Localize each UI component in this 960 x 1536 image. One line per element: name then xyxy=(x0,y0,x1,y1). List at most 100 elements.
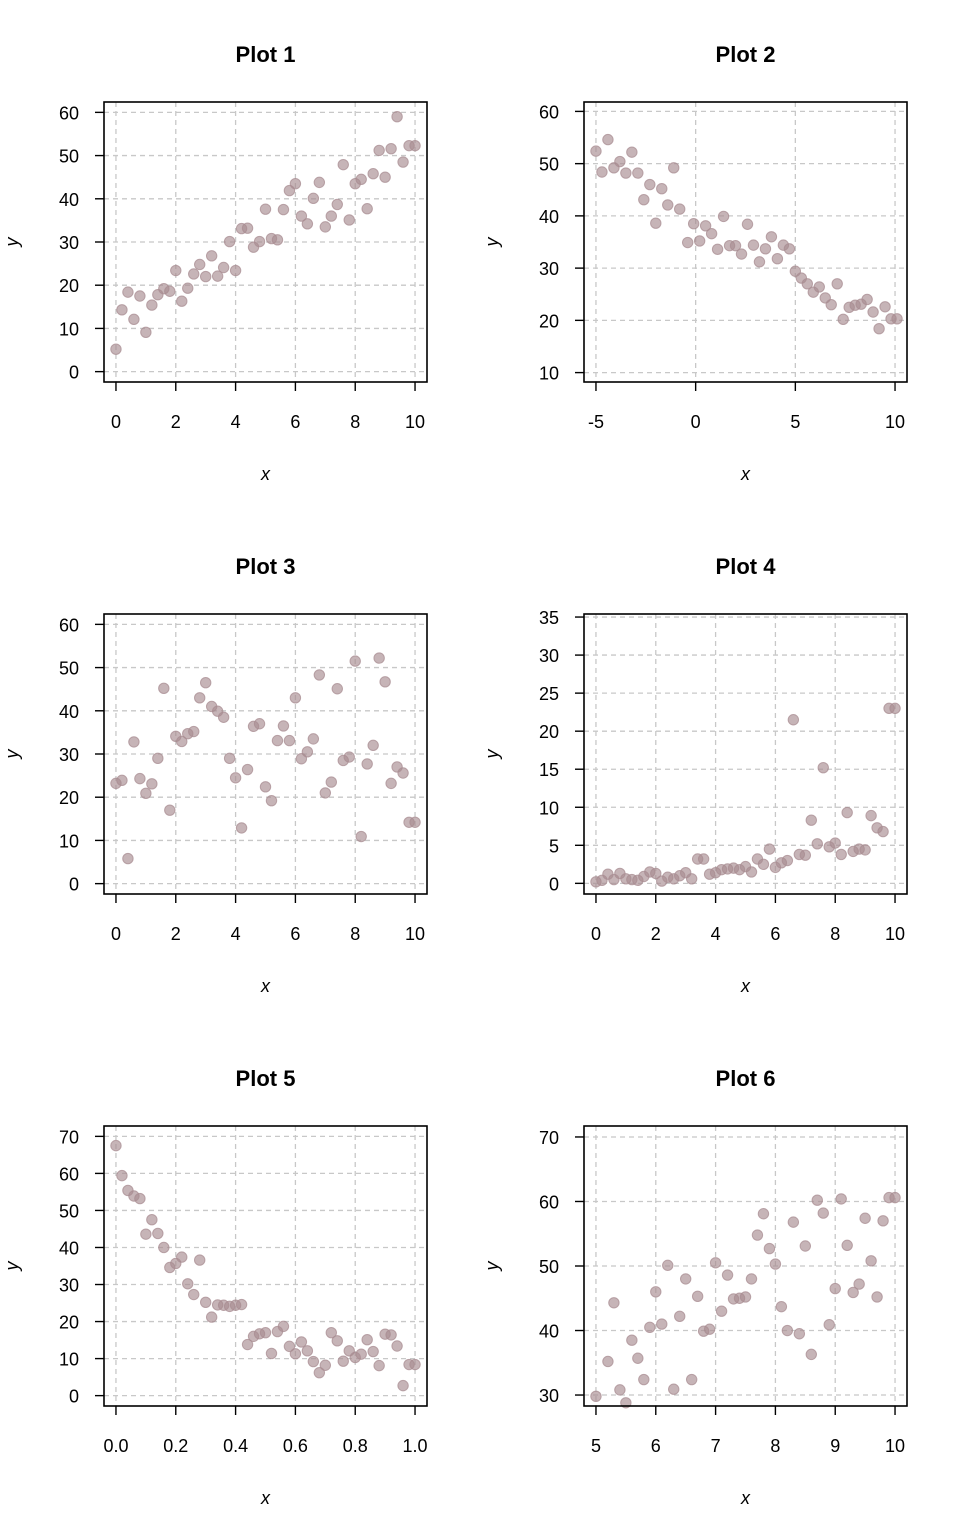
plot-frame xyxy=(583,613,908,895)
data-point xyxy=(632,167,644,179)
data-point xyxy=(188,268,200,280)
data-point xyxy=(277,203,290,216)
data-point xyxy=(799,1240,812,1252)
data-point xyxy=(379,171,391,183)
y-tick-label: 10 xyxy=(539,798,559,818)
data-point xyxy=(602,1355,614,1368)
data-point xyxy=(685,1373,698,1386)
data-point xyxy=(865,809,877,822)
data-point xyxy=(853,1278,865,1290)
data-point xyxy=(781,1324,794,1337)
data-point xyxy=(397,156,409,168)
data-point xyxy=(757,858,770,871)
x-tick-label: 4 xyxy=(231,924,241,944)
data-point xyxy=(783,243,796,255)
plot-title: Plot 4 xyxy=(716,554,777,579)
data-point xyxy=(391,1340,403,1352)
data-point xyxy=(259,1326,272,1339)
y-tick-label: 10 xyxy=(59,1350,79,1370)
x-tick-label: 6 xyxy=(651,1436,661,1456)
data-point xyxy=(122,286,134,298)
y-tick-label: 60 xyxy=(59,1164,79,1184)
y-tick-label: 60 xyxy=(539,1192,559,1212)
data-point xyxy=(211,270,224,282)
plot-3: Plot 3 0 2 4 6 8 10 0 10 20 30 40 50 60 x y xyxy=(2,554,428,996)
data-point xyxy=(644,1321,656,1333)
data-point xyxy=(140,326,152,339)
data-point xyxy=(835,1193,847,1205)
x-tick-label: 5 xyxy=(790,412,800,432)
y-tick-label: 30 xyxy=(59,233,79,253)
x-tick-label: -5 xyxy=(588,412,604,432)
data-point xyxy=(871,1291,883,1303)
data-point xyxy=(134,1192,146,1205)
data-point xyxy=(745,1273,758,1285)
data-point xyxy=(253,718,266,730)
y-tick-label: 0 xyxy=(69,363,79,383)
data-point xyxy=(656,183,668,195)
data-point xyxy=(128,313,140,326)
data-point xyxy=(379,676,391,688)
data-point xyxy=(590,145,602,157)
data-point xyxy=(397,767,409,779)
data-point xyxy=(361,203,373,215)
y-tick-label: 10 xyxy=(539,364,559,384)
x-axis-label: x xyxy=(740,976,751,996)
data-point xyxy=(277,720,290,732)
y-tick-label: 20 xyxy=(539,722,559,742)
data-point xyxy=(259,203,272,215)
x-tick-label: 0.4 xyxy=(223,1436,248,1456)
data-point xyxy=(361,758,373,770)
data-point xyxy=(674,1310,686,1323)
data-point xyxy=(877,825,889,838)
data-point xyxy=(679,1273,692,1285)
data-point xyxy=(759,243,772,255)
data-point xyxy=(170,264,182,277)
x-tick-label: 8 xyxy=(770,1436,780,1456)
x-tick-label: 0.0 xyxy=(103,1436,128,1456)
data-point xyxy=(116,304,128,316)
y-tick-label: 60 xyxy=(59,103,79,123)
data-point xyxy=(409,139,421,152)
x-axis-label: x xyxy=(260,976,271,996)
data-point xyxy=(337,1355,349,1367)
data-point xyxy=(709,1257,722,1269)
data-point xyxy=(289,692,302,704)
data-point xyxy=(771,253,784,265)
data-point xyxy=(199,1296,212,1308)
y-tick-label: 0 xyxy=(69,875,79,895)
data-point xyxy=(859,1212,871,1224)
data-point xyxy=(295,210,308,222)
data-point xyxy=(841,1239,853,1252)
x-tick-label: 0 xyxy=(691,412,701,432)
y-tick-label: 25 xyxy=(539,684,559,704)
data-point xyxy=(608,1297,620,1309)
data-point xyxy=(307,192,320,205)
y-tick-label: 70 xyxy=(539,1128,559,1148)
data-point xyxy=(775,1300,788,1313)
data-point xyxy=(757,1208,770,1220)
data-point xyxy=(110,1139,122,1152)
data-point xyxy=(729,239,742,252)
data-point xyxy=(176,295,188,307)
y-tick-label: 35 xyxy=(539,608,559,628)
data-point xyxy=(638,193,650,206)
data-point xyxy=(397,1379,409,1392)
data-point xyxy=(367,739,379,752)
data-point xyxy=(865,1255,877,1267)
data-point xyxy=(739,1291,752,1303)
y-axis-label: y xyxy=(2,237,22,249)
data-point xyxy=(753,256,766,268)
data-point xyxy=(793,1328,806,1340)
data-point xyxy=(596,166,608,178)
data-point xyxy=(176,1251,188,1263)
data-point xyxy=(373,652,385,664)
data-point xyxy=(223,235,236,248)
plot-title: Plot 2 xyxy=(716,42,776,67)
x-tick-label: 0 xyxy=(591,924,601,944)
data-point xyxy=(769,1258,782,1270)
x-tick-label: 10 xyxy=(405,924,425,944)
data-point xyxy=(337,158,349,171)
data-point xyxy=(861,293,873,306)
data-point xyxy=(265,794,278,807)
